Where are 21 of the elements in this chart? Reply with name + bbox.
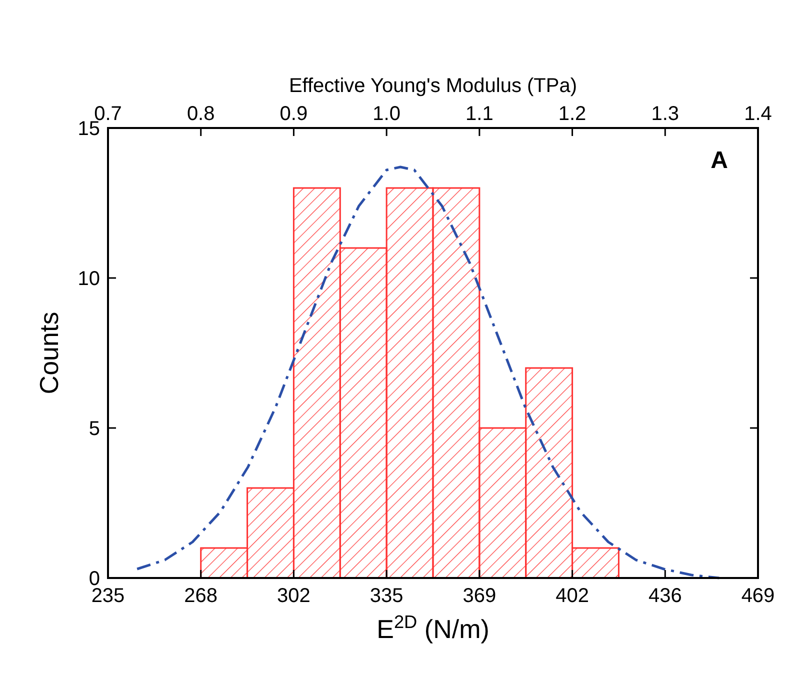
x2-tick-label: 1.0	[372, 103, 400, 125]
x-tick-label: 302	[277, 585, 310, 607]
x2-tick-label: 1.2	[558, 103, 586, 125]
x-tick-label: 369	[462, 585, 496, 607]
x-tick-label: 436	[648, 585, 682, 607]
x-tick-label: 335	[370, 585, 404, 607]
x-axis-title: E$^{2D}$ (N/m)	[376, 612, 490, 644]
x-tick-label: 268	[184, 585, 218, 607]
x2-tick-label: 1.3	[651, 103, 680, 125]
x2-tick-label: 1.1	[466, 103, 494, 125]
x2-tick-label: 0.9	[280, 103, 308, 125]
x2-tick-label: 0.8	[186, 103, 215, 125]
y-tick-label: 10	[78, 268, 100, 290]
x2-tick-label: 1.4	[744, 103, 772, 125]
x2-axis-title: Effective Young's Modulus (TPa)	[288, 75, 578, 97]
y-tick-label: 5	[88, 418, 100, 440]
annotation: A	[710, 147, 728, 174]
x-tick-label: 469	[741, 585, 775, 607]
x-tick-label: 235	[91, 585, 125, 607]
x-tick-label: 402	[556, 585, 589, 607]
y-axis-title: Counts	[34, 312, 64, 394]
